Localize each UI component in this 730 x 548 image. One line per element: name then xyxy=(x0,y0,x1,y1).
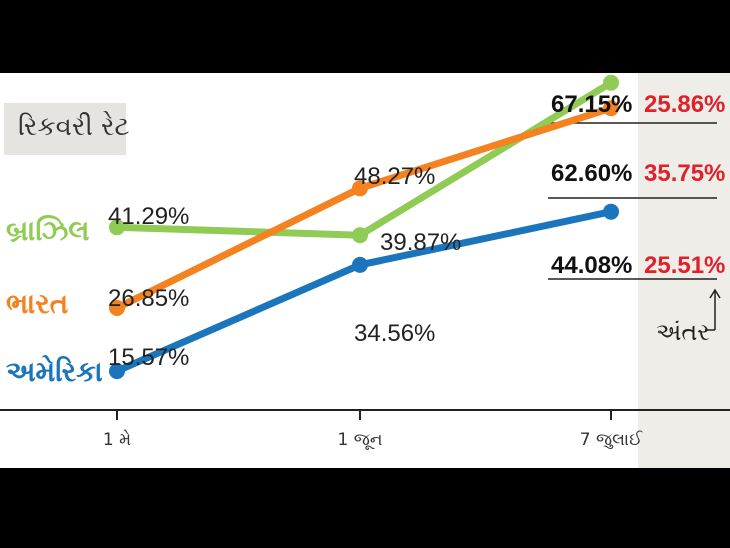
series-line-india xyxy=(113,104,615,312)
point-india-0 xyxy=(109,300,125,316)
point-brazil-0 xyxy=(109,219,125,236)
difference-arrow-head xyxy=(709,288,721,299)
difference-value-2: 25.51% xyxy=(644,252,725,279)
difference-value-0: 25.86% xyxy=(644,91,725,118)
point-usa-2 xyxy=(603,203,619,220)
label-brazil-1: 39.87% xyxy=(380,229,461,256)
title-box xyxy=(4,103,126,155)
point-usa-1 xyxy=(352,256,368,273)
label-brazil-2: 67.15% xyxy=(551,91,632,118)
x-tick-label-0: 1 મે xyxy=(103,429,131,450)
point-brazil-1 xyxy=(352,227,368,244)
series-line-brazil xyxy=(113,79,615,239)
point-india-2 xyxy=(603,100,619,117)
chart-title: રિકવરી રેટ xyxy=(18,112,130,142)
point-brazil-2 xyxy=(603,74,619,91)
legend-label-brazil: બ્રાઝિલ xyxy=(6,214,90,247)
label-india-0: 26.85% xyxy=(108,285,189,312)
legend-label-usa: અમેરિકા xyxy=(6,355,103,388)
difference-value-1: 35.75% xyxy=(644,160,725,187)
legend-label-india: ભારત xyxy=(6,287,69,320)
x-tick-label-1: 1 જૂન xyxy=(338,430,383,450)
difference-column xyxy=(638,73,730,468)
label-brazil-0: 41.29% xyxy=(108,203,189,230)
label-usa-0: 15.57% xyxy=(108,344,189,371)
x-tick-label-2: 7 જુલાઈ xyxy=(580,430,643,450)
point-usa-0 xyxy=(109,363,125,380)
label-usa-1: 34.56% xyxy=(354,320,435,347)
point-india-1 xyxy=(352,180,368,197)
label-india-1: 48.27% xyxy=(354,163,435,190)
label-india-2: 62.60% xyxy=(551,160,632,187)
difference-label: અંતર xyxy=(656,318,710,346)
label-usa-2: 44.08% xyxy=(551,252,632,279)
